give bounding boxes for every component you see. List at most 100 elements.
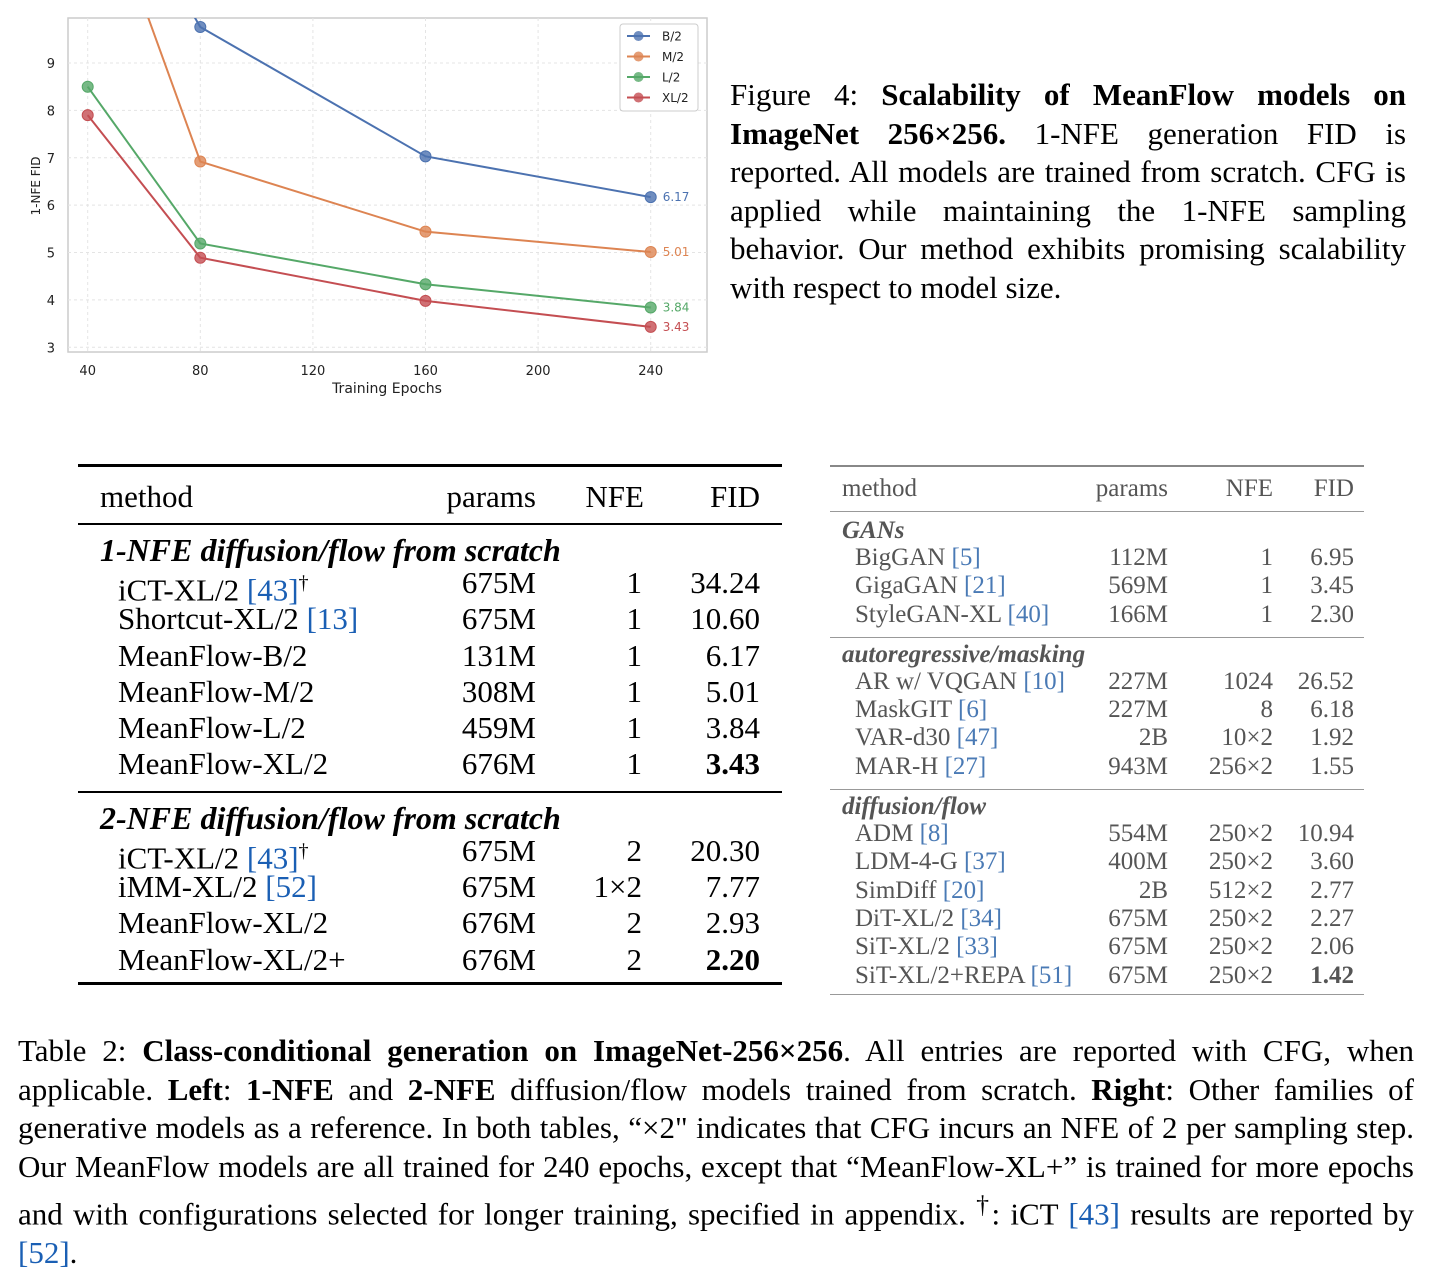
fid-cell: 3.60 [1310, 848, 1354, 876]
params-cell: 131M [461, 637, 536, 673]
params-cell: 675M [1108, 961, 1168, 989]
params-cell: 675M [461, 869, 536, 905]
citation-link[interactable]: [33] [956, 933, 998, 961]
axis-ticks: 40 80 120 160 200 240 3 4 5 6 7 8 9 [47, 57, 663, 379]
data-point [419, 150, 432, 163]
nfe-cell: 256×2 [1208, 752, 1273, 780]
fid-cell: 6.18 [1310, 696, 1354, 724]
citation-link[interactable]: [43] [1068, 1196, 1120, 1232]
fid-cell: 2.06 [1310, 933, 1354, 961]
params-cell: 308M [461, 673, 536, 709]
table-row: LDM-4-G [37] 400M 250×2 3.60 [830, 848, 1364, 876]
params-cell: 554M [1108, 820, 1168, 848]
right-table-group-rule [830, 636, 1364, 638]
legend-entry-label: L/2 [662, 71, 680, 85]
data-point [419, 278, 432, 291]
method-name: iCT-XL/2 [118, 840, 247, 876]
citation-link[interactable]: [52] [265, 869, 317, 905]
citation-link[interactable]: [52] [18, 1235, 70, 1271]
legend-entry-label: B/2 [662, 30, 682, 44]
citation-link[interactable]: [37] [964, 848, 1006, 876]
x-tick-label: 40 [79, 364, 96, 379]
citation-link[interactable]: [34] [960, 904, 1002, 932]
fid-cell: 1.92 [1310, 724, 1354, 752]
fid-cell: 2.93 [705, 905, 760, 941]
citation-link[interactable]: [20] [942, 876, 985, 904]
method-name: MeanFlow-L/2 [118, 710, 306, 746]
method-cell: AR w/ VQGAN [10] [855, 668, 1065, 696]
table-row: AR w/ VQGAN [10] 227M 1024 26.52 [830, 668, 1364, 696]
caption-text: . [69, 1235, 78, 1271]
table-row: SimDiff [20] 2B 512×2 2.77 [830, 877, 1364, 905]
citation-link[interactable]: [47] [956, 724, 999, 752]
nfe-cell: 250×2 [1208, 848, 1273, 876]
params-cell: 459M [461, 710, 536, 746]
column-header-fid: FID [1313, 475, 1354, 502]
data-point [644, 320, 657, 333]
citation-link[interactable]: [8] [919, 820, 949, 848]
params-cell: 676M [461, 905, 536, 941]
citation-link[interactable]: [10] [1023, 667, 1065, 695]
table-row: MAR-H [27] 943M 256×2 1.55 [830, 753, 1364, 781]
plot-frame [67, 17, 708, 353]
citation-link[interactable]: [43] [246, 840, 299, 876]
fid-cell: 7.77 [705, 869, 760, 905]
params-cell: 675M [461, 832, 536, 868]
params-cell: 2B [1138, 724, 1168, 752]
column-header-params: params [1095, 475, 1168, 502]
fid-cell: 2.20 [705, 941, 760, 977]
table-caption: Table 2: Class-conditional generation on… [18, 1032, 1414, 1273]
right-table: method params NFE FID GANs BigGAN [5] 112M 1 6.9… [830, 465, 1364, 995]
data-point [644, 191, 657, 204]
nfe-cell: 250×2 [1208, 933, 1273, 961]
method-cell: MeanFlow-L/2 [118, 710, 306, 746]
method-name: ADM [855, 820, 920, 848]
method-cell: BigGAN [5] [855, 544, 981, 572]
fid-cell: 6.95 [1310, 544, 1354, 571]
method-name: iCT-XL/2 [118, 572, 247, 608]
fid-cell: 2.27 [1310, 904, 1354, 932]
caption-1nfe: 1-NFE [246, 1071, 334, 1107]
citation-link[interactable]: [27] [944, 752, 987, 780]
nfe-cell: 1 [626, 673, 643, 709]
fid-cell: 1.42 [1310, 961, 1354, 989]
y-tick-label: 3 [47, 341, 55, 356]
method-cell: VAR-d30 [47] [855, 724, 998, 752]
y-axis-label: 1-NFE FID [29, 157, 43, 216]
x-tick-label: 160 [413, 364, 438, 379]
citation-link[interactable]: [51] [1030, 961, 1073, 989]
fid-cell: 26.52 [1297, 667, 1354, 695]
citation-link[interactable]: [40] [1007, 600, 1050, 628]
method-cell: MAR-H [27] [855, 753, 986, 781]
method-name: VAR-d30 [855, 724, 957, 752]
citation-link[interactable]: [13] [306, 601, 359, 637]
citation-link[interactable]: [21] [964, 572, 1006, 600]
left-table-group-title: 1-NFE diffusion/flow from scratch [100, 532, 561, 568]
y-tick-label: 6 [47, 199, 55, 214]
fid-cell: 3.45 [1310, 572, 1354, 600]
fid-cell: 10.94 [1297, 820, 1354, 848]
params-cell: 166M [1108, 600, 1168, 628]
params-cell: 675M [461, 565, 536, 600]
nfe-cell: 1 [626, 565, 643, 600]
right-table-bottom-rule [830, 993, 1364, 995]
method-name: MeanFlow-XL/2+ [118, 941, 346, 977]
column-header-params: params [446, 479, 536, 514]
method-name: MeanFlow-XL/2 [118, 746, 329, 782]
method-name: StyleGAN-XL [855, 600, 1008, 628]
citation-link[interactable]: [5] [951, 544, 981, 571]
data-point [644, 246, 657, 259]
fid-cell: 2.30 [1310, 600, 1354, 628]
fid-cell: 6.17 [705, 637, 760, 673]
method-cell: MeanFlow-XL/2 [118, 905, 328, 941]
right-table-group-title: diffusion/flow [842, 793, 987, 821]
right-table-group-rule [830, 511, 1364, 512]
citation-link[interactable]: [6] [958, 696, 988, 724]
table-row: GigaGAN [21] 569M 1 3.45 [830, 572, 1364, 600]
params-cell: 675M [461, 601, 536, 637]
caption-text: : [222, 1071, 247, 1107]
citation-link[interactable]: [43] [246, 572, 299, 608]
nfe-cell: 1 [626, 710, 643, 746]
y-tick-label: 7 [47, 152, 55, 167]
caption-right-word: Right [1091, 1071, 1166, 1107]
